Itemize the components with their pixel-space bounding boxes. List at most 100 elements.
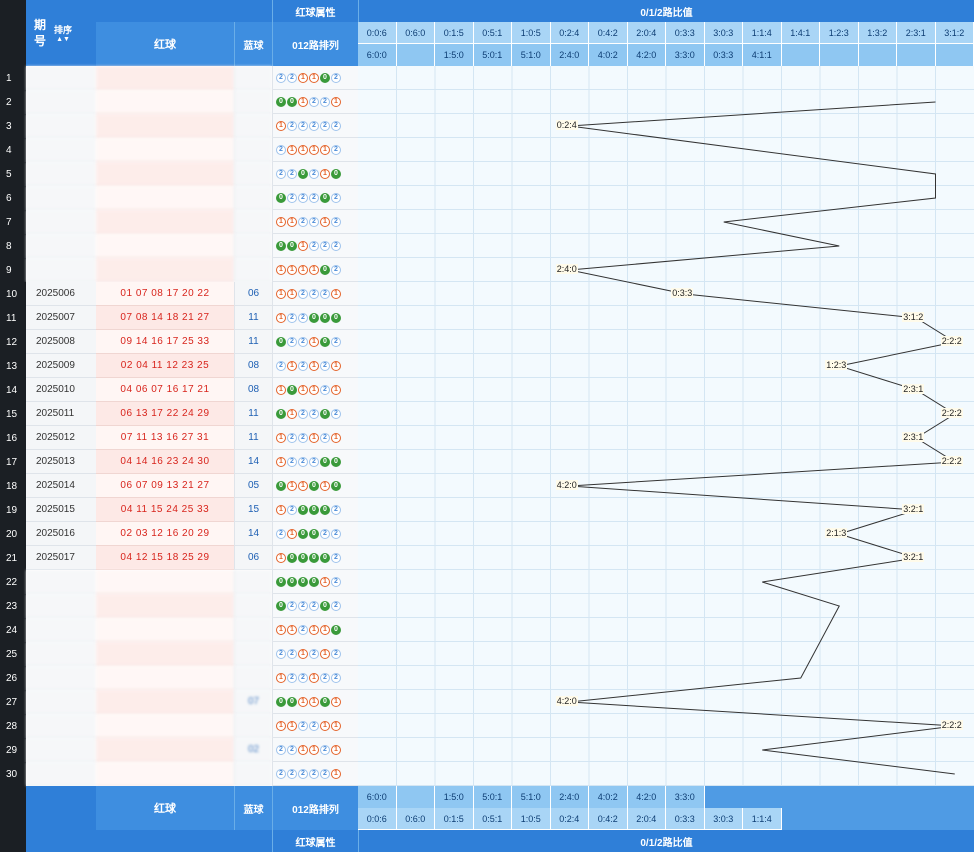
issue-number: 2025017 <box>26 546 96 570</box>
sort-label[interactable]: 排序 <box>54 25 73 35</box>
route-1-icon: 1 <box>309 264 319 275</box>
row-number: 10 <box>0 282 26 306</box>
route-2-icon: 2 <box>298 192 308 203</box>
route-1-icon: 1 <box>309 696 319 707</box>
route-2-icon: 2 <box>298 720 308 731</box>
route-1-icon: 1 <box>276 384 286 395</box>
blue-ball: 06 <box>234 282 272 306</box>
route-2-icon: 2 <box>331 216 341 227</box>
row-number: 17 <box>0 450 26 474</box>
route-0-icon: 0 <box>320 408 330 419</box>
blue-ball: 11 <box>234 402 272 426</box>
blue-ball: 07 <box>234 690 272 714</box>
red-balls <box>96 210 234 234</box>
ratio-col-head-r1-10: 1:1:4 <box>743 22 782 44</box>
blue-ball <box>234 666 272 690</box>
ratio-col-head-r2-10: 4:1:1 <box>743 44 782 66</box>
issue-number <box>26 594 96 618</box>
ratio-col-head-r2-13 <box>858 44 897 66</box>
red-balls <box>96 666 234 690</box>
ratio-col-head-r1-5: 0:2:4 <box>550 22 589 44</box>
blue-ball <box>234 762 272 786</box>
route-0-icon: 0 <box>320 456 330 467</box>
route-2-icon: 2 <box>298 624 308 635</box>
route-0-icon: 0 <box>320 192 330 203</box>
route-1-icon: 1 <box>276 624 286 635</box>
route-1-icon: 1 <box>276 720 286 731</box>
ratio-marker-label: 2:1:3 <box>825 528 848 538</box>
footer-ratio-col-r1-5: 2:4:0 <box>550 786 589 808</box>
route-2-icon: 2 <box>298 360 308 371</box>
route-2-icon: 2 <box>320 528 330 539</box>
ratio-col-head-r2-2: 1:5:0 <box>435 44 474 66</box>
route-0-icon: 0 <box>287 96 297 107</box>
red-balls <box>96 114 234 138</box>
route-1-icon: 1 <box>287 216 297 227</box>
route-2-icon: 2 <box>331 648 341 659</box>
red-balls: 02 03 12 16 20 29 <box>96 522 234 546</box>
issue-sort-header[interactable]: 期 号 排序 ▲▼ <box>26 0 96 66</box>
route-1-icon: 1 <box>298 648 308 659</box>
route-1-icon: 1 <box>276 552 286 563</box>
sort-arrows-icon[interactable]: ▲▼ <box>56 36 70 43</box>
ratio-col-head-r1-15: 3:1:2 <box>935 22 974 44</box>
ratio-col-head-r1-0: 0:0:6 <box>358 22 397 44</box>
route-0-icon: 0 <box>276 96 286 107</box>
route-2-icon: 2 <box>287 432 297 443</box>
route-0-icon: 0 <box>276 696 286 707</box>
issue-number <box>26 762 96 786</box>
ratio-marker-label: 3:1:2 <box>902 312 925 322</box>
route-2-icon: 2 <box>331 672 341 683</box>
route-2-icon: 2 <box>331 552 341 563</box>
route-1-icon: 1 <box>309 144 319 155</box>
row-number: 25 <box>0 642 26 666</box>
issue-number: 2025010 <box>26 378 96 402</box>
route-0-icon: 0 <box>298 504 308 515</box>
footer-spacer <box>96 830 272 852</box>
route-2-icon: 2 <box>309 768 319 779</box>
issue-number <box>26 90 96 114</box>
footer-issue-cell <box>26 786 96 852</box>
ratio-col-head-r1-3: 0:5:1 <box>473 22 512 44</box>
row-number: 22 <box>0 570 26 594</box>
red-balls <box>96 642 234 666</box>
route-2-icon: 2 <box>309 648 319 659</box>
row-number: 28 <box>0 714 26 738</box>
red-balls: 04 11 15 24 25 33 <box>96 498 234 522</box>
red-balls <box>96 138 234 162</box>
route-1-icon: 1 <box>320 576 330 587</box>
route-0-icon: 0 <box>298 528 308 539</box>
route-2-icon: 2 <box>287 192 297 203</box>
red-balls <box>96 762 234 786</box>
route-2-icon: 2 <box>320 120 330 131</box>
route-1-icon: 1 <box>287 624 297 635</box>
route-0-icon: 0 <box>276 192 286 203</box>
issue-number: 2025015 <box>26 498 96 522</box>
route-arrangement-header: 012路排列 <box>272 22 358 66</box>
route-2-icon: 2 <box>287 648 297 659</box>
route-2-icon: 2 <box>331 408 341 419</box>
ratio-marker-label: 2:4:0 <box>555 264 578 274</box>
issue-number: 2025011 <box>26 402 96 426</box>
ratio-marker-label: 2:2:2 <box>940 456 963 466</box>
footer-ratio-col-r2-6: 0:4:2 <box>589 808 628 830</box>
ratio-col-head-r1-4: 1:0:5 <box>512 22 551 44</box>
row-number: 3 <box>0 114 26 138</box>
route-1-icon: 1 <box>298 240 308 251</box>
route-2-icon: 2 <box>287 504 297 515</box>
ratio-col-head-r2-14 <box>897 44 936 66</box>
issue-number <box>26 738 96 762</box>
route-1-icon: 1 <box>287 408 297 419</box>
route-2-icon: 2 <box>298 768 308 779</box>
route-2-icon: 2 <box>276 768 286 779</box>
route-1-icon: 1 <box>331 360 341 371</box>
route-0-icon: 0 <box>320 312 330 323</box>
route-0-icon: 0 <box>276 600 286 611</box>
red-ball-attr-header: 红球属性 <box>272 0 358 22</box>
